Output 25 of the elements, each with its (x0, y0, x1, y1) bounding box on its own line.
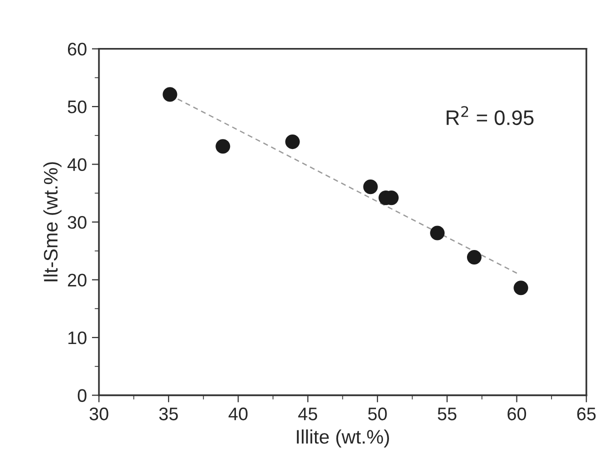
point (285, 134, 300, 150)
x-tick-label: 50 (368, 408, 387, 420)
y-tick-label: 30 (68, 216, 86, 229)
x-tick-label: 45 (298, 408, 318, 420)
point (216, 139, 230, 154)
point (514, 280, 528, 296)
annotation: R$^{2}$ = 0.95 (446, 106, 534, 126)
point (430, 226, 445, 240)
x-tick-label: 30 (90, 408, 108, 420)
y-tick-label: 40 (67, 158, 86, 172)
x-tick-label: 40 (228, 408, 248, 420)
x-tick-label: 60 (508, 408, 526, 420)
y-tick-label: 20 (68, 274, 86, 286)
x-tick-label: 55 (438, 408, 456, 420)
y-tick-label: 60 (68, 42, 86, 56)
point (466, 250, 482, 265)
x-tick-label: 35 (159, 408, 178, 420)
x-axis-title: Illite (wt.%) (296, 429, 389, 448)
point (162, 87, 178, 102)
y-tick-label: 0 (78, 389, 86, 402)
y-tick-label: 10 (68, 331, 86, 344)
y-axis-title: Ilt-Sme (wt.%) (43, 162, 62, 282)
point (363, 180, 378, 194)
y-tick-label: 50 (68, 100, 86, 114)
x-tick-label: 65 (577, 408, 596, 420)
